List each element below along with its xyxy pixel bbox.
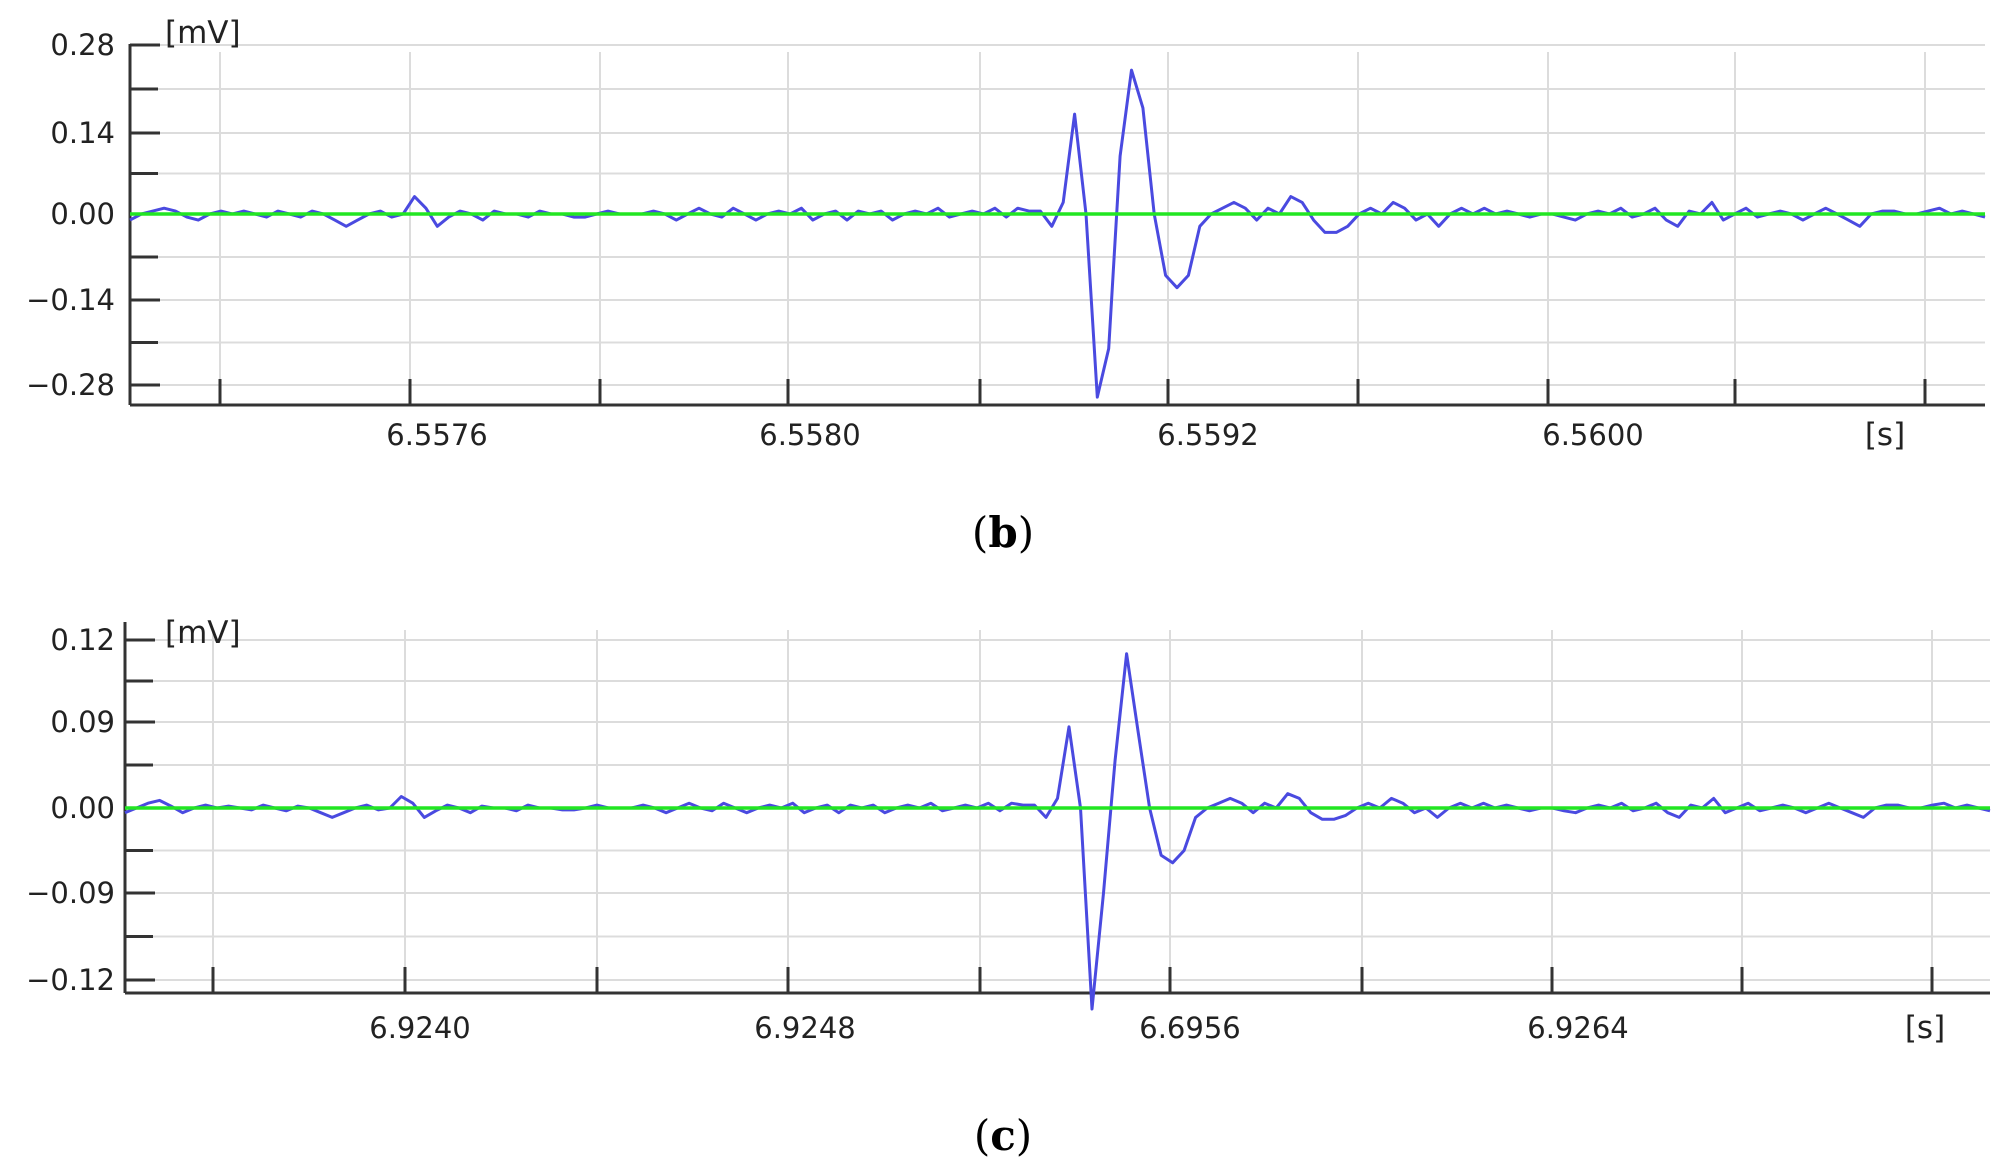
x-tick-label: 6.5592 [1157,418,1258,452]
y-tick-label: 0.28 [50,28,115,62]
y-tick-label: −0.14 [26,283,115,317]
x-tick-label: 6.5580 [759,418,860,452]
x-tick-label: 6.9248 [754,1011,855,1045]
y-tick-label: 0.14 [50,116,115,150]
signal-series-line [124,652,1991,1011]
x-axis-unit-label: [s] [1865,417,1905,453]
x-tick-label: 6.9264 [1527,1011,1628,1045]
y-tick-label: 0.00 [50,791,115,825]
y-tick-label: −0.12 [26,963,115,997]
y-tick-label: 0.12 [50,623,115,657]
y-tick-label: −0.09 [26,876,115,910]
panel-c-caption: (c) [974,1111,1032,1160]
y-tick-label: 0.09 [50,705,115,739]
panel-b-caption: (b) [972,508,1034,557]
panel-b-chart: 0.28 0.14 0.00 −0.14 −0.28 6.5576 6.5580 6.5592… [26,15,1986,453]
x-tick-label: 6.5576 [386,418,487,452]
x-tick-label: 6.5600 [1542,418,1643,452]
signal-series-line [129,68,1986,399]
y-axis-unit-label: [mV] [165,15,241,51]
x-axis-unit-label: [s] [1905,1010,1945,1046]
y-tick-label: 0.00 [50,197,115,231]
x-tick-label: 6.6956 [1139,1011,1240,1045]
x-tick-label: 6.9240 [369,1011,470,1045]
y-tick-label: −0.28 [26,368,115,402]
y-axis-unit-label: [mV] [165,615,241,651]
panel-c-chart: 0.12 0.09 0.00 −0.09 −0.12 6.9240 6.9248 6.6956… [26,615,1991,1046]
